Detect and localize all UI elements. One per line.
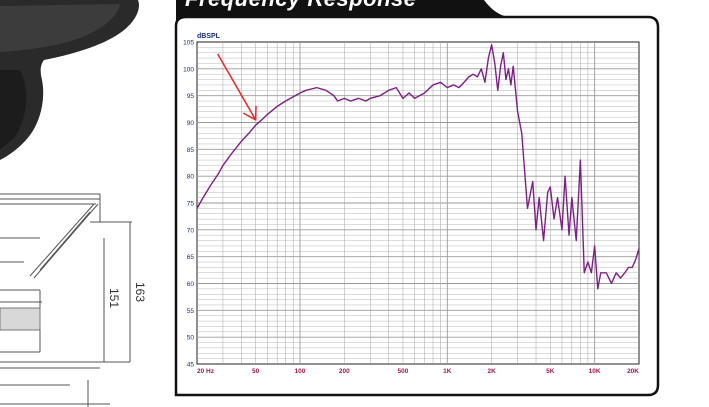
dimension-163-label: 163 (133, 282, 147, 302)
speaker-cone-highlight (0, 4, 120, 52)
y-tick-label: 85 (187, 147, 195, 154)
y-tick-label: 60 (187, 281, 195, 288)
x-tick-label: 200 (339, 368, 350, 375)
series-line (196, 43, 640, 290)
y-axis-label: dBSPL (197, 33, 221, 40)
x-tick-label: 20 Hz (197, 368, 215, 375)
x-tick-label: 10K (589, 368, 601, 375)
speaker-basket-shadow (0, 70, 27, 150)
y-tick-label: 55 (187, 308, 195, 315)
x-tick-label: 50 (252, 368, 260, 375)
y-tick-label: 80 (187, 174, 195, 181)
speaker-magnet-block (0, 307, 41, 331)
x-tick-label: 1K (443, 368, 452, 375)
x-tick-label: 5K (546, 368, 555, 375)
grid-lines (197, 42, 639, 364)
panel-title: Frequency Response (185, 0, 417, 12)
dimension-151-label: 151 (107, 288, 121, 308)
y-tick-label: 100 (183, 66, 194, 73)
x-tick-label: 500 (398, 368, 409, 375)
y-tick-label: 105 (183, 40, 194, 47)
x-tick-label: 20K (627, 368, 639, 375)
y-tick-label: 45 (187, 362, 195, 369)
speaker-technical-drawing: 163 151 (0, 0, 147, 407)
arrow-head (242, 105, 257, 122)
y-tick-label: 90 (187, 120, 195, 127)
panel-title-tab (176, 0, 510, 30)
y-tick-label: 75 (187, 201, 195, 208)
x-tick-label: 100 (295, 368, 306, 375)
x-tick-label: 2K (488, 368, 497, 375)
arrow-shaft (216, 53, 257, 121)
y-tick-label: 65 (187, 254, 195, 261)
y-tick-label: 95 (187, 93, 195, 100)
y-tick-label: 70 (187, 227, 195, 234)
annotation-arrow (216, 53, 257, 122)
y-tick-label: 50 (187, 335, 195, 342)
